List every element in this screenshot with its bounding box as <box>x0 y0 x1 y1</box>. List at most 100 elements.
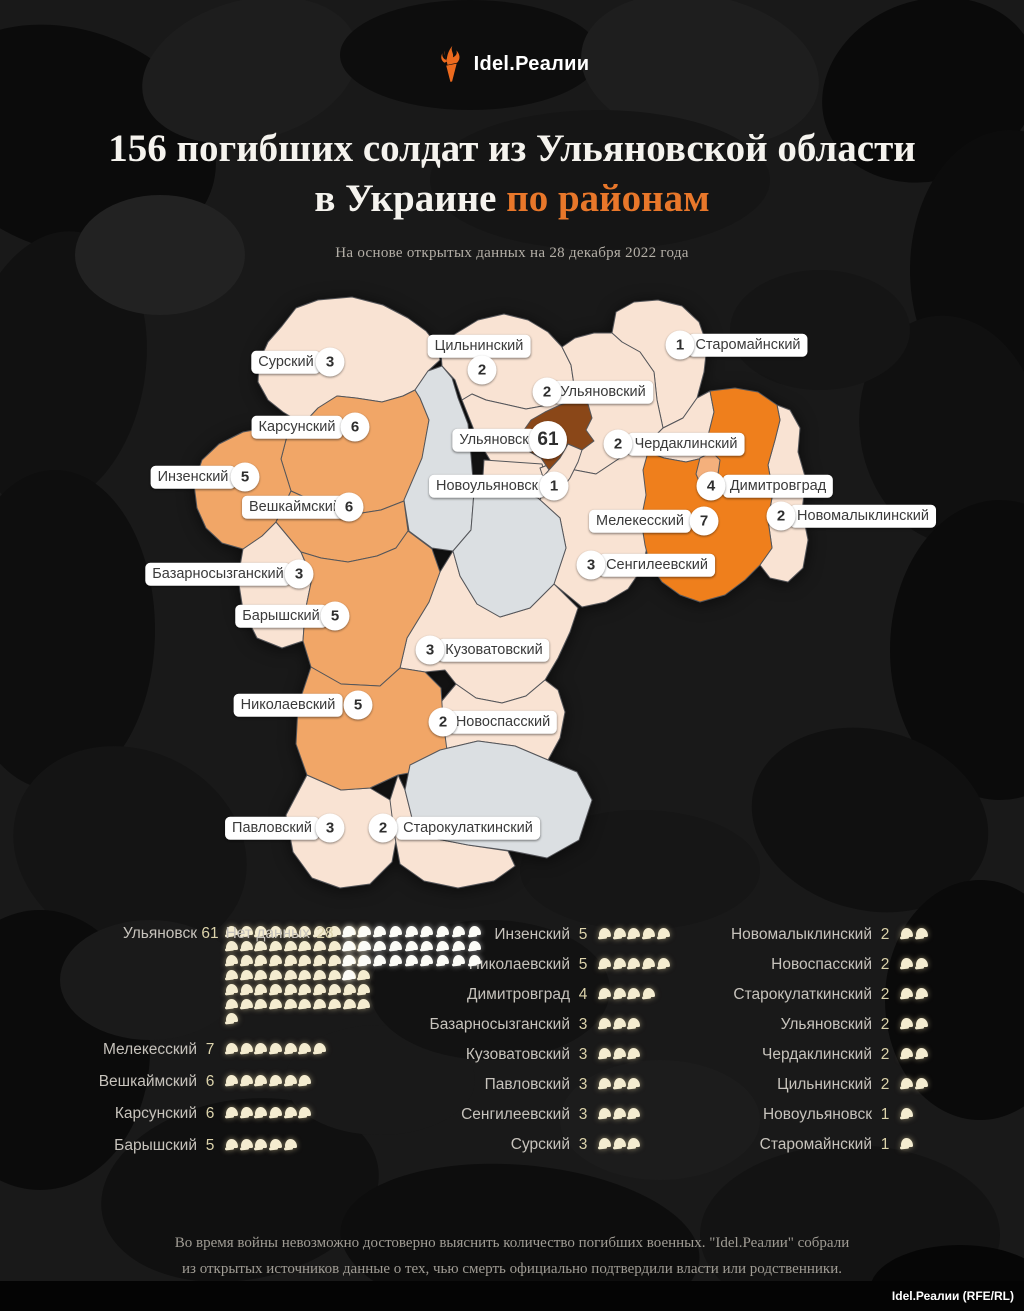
map-label-novospasskiy: Новоспасский <box>448 710 558 734</box>
map-label-ulyanovsk: Ульяновск <box>452 428 536 452</box>
helmet-icon <box>374 940 387 952</box>
helmet-icon <box>452 926 466 937</box>
helmet-icon <box>240 1042 254 1054</box>
stats-district-count: 28 <box>316 925 334 942</box>
stats-district-count: 1 <box>880 1106 890 1123</box>
stats-district-count: 2 <box>880 1046 890 1063</box>
stats-district-count: 5 <box>578 926 588 943</box>
helmet-icon <box>314 969 327 981</box>
helmet-icon <box>915 1047 929 1059</box>
helmet-icon <box>284 998 298 1010</box>
map-label-inzenskiy: Инзенский <box>150 465 236 489</box>
helmet-icon <box>468 926 482 937</box>
helmet-icon <box>915 957 929 969</box>
stats-district-count: 1 <box>880 1136 890 1153</box>
stats-row: Новоульяновск 1 <box>702 1104 916 1126</box>
helmet-icon <box>421 955 434 966</box>
helmet-icon <box>255 1106 268 1118</box>
stats-row: Новоспасский 2 <box>702 954 930 976</box>
helmet-pictograms <box>901 1077 930 1093</box>
helmet-icon <box>599 1047 612 1059</box>
helmet-icon <box>358 940 372 952</box>
stats-row: Инзенский 5 <box>400 924 672 946</box>
helmet-icon <box>284 1074 298 1086</box>
stats-district-count: 6 <box>205 1073 215 1090</box>
page-title: 156 погибших солдат из Ульяновской облас… <box>0 124 1024 224</box>
stats-district-count: 6 <box>205 1105 215 1122</box>
stats-district-count: 5 <box>205 1137 215 1154</box>
helmet-pictograms <box>599 1017 643 1033</box>
footnote-line2: из открытых источников данные о тех, чью… <box>182 1261 842 1277</box>
helmet-icon <box>270 969 283 981</box>
helmet-pictograms <box>226 1106 314 1122</box>
map-count-veshkaymskiy: 6 <box>334 492 364 522</box>
map-label-surskiy: Сурский <box>251 350 321 374</box>
stats-row: Цильнинский 2 <box>702 1074 930 1096</box>
helmet-icon <box>358 984 371 995</box>
stats-district-name: Димитровград <box>467 986 570 1003</box>
stats-district-name: Ульяновский <box>780 1016 872 1033</box>
map-label-kuzovatovskiy: Кузоватовский <box>438 638 550 662</box>
helmet-icon <box>226 1106 239 1118</box>
helmet-icon <box>299 1074 312 1086</box>
map-label-starokulatkinskiy: Старокулаткинский <box>396 816 540 840</box>
helmet-icon <box>599 1017 612 1029</box>
map-count-novoulyanovsk: 1 <box>539 471 569 501</box>
helmet-icon <box>255 926 268 937</box>
stats-district-count: 2 <box>880 956 890 973</box>
helmet-icon <box>284 926 298 937</box>
map-count-kuzovatovskiy: 3 <box>415 635 445 665</box>
helmet-icon <box>915 987 929 999</box>
helmet-icon <box>270 1074 283 1086</box>
stats-district-name: Ульяновск <box>122 925 197 942</box>
map-count-sengileevskiy: 3 <box>576 550 606 580</box>
helmet-icon <box>299 1106 312 1118</box>
stats-district-name: Кузоватовский <box>465 1046 570 1063</box>
helmet-icon <box>643 927 656 939</box>
stats-district-count: 3 <box>578 1106 588 1123</box>
stats-district-name: Барышский <box>114 1137 197 1154</box>
helmet-icon <box>628 1017 641 1029</box>
helmet-icon <box>657 957 671 969</box>
map-label-sengileevskiy: Сенгилеевский <box>599 553 715 577</box>
helmet-icon <box>328 940 342 952</box>
helmet-icon <box>240 984 254 995</box>
helmet-icon <box>314 955 327 966</box>
helmet-icon <box>358 969 371 981</box>
helmet-icon <box>374 926 387 937</box>
helmet-pictograms <box>901 1047 930 1063</box>
helmet-icon <box>643 987 656 999</box>
helmet-icon <box>270 1042 283 1054</box>
helmet-icon <box>613 1017 627 1029</box>
map-count-novospasskiy: 2 <box>428 707 458 737</box>
map-label-staromaynskiy: Старомайнский <box>688 333 808 357</box>
stats-district-name: Сурский <box>510 1136 570 1153</box>
helmet-icon <box>240 1138 254 1150</box>
helmet-icon <box>328 926 342 937</box>
stats-district-name: Инзенский <box>494 926 570 943</box>
helmet-icon <box>343 955 356 966</box>
map-label-novomalyklinskiy: Новомалыклинский <box>790 504 936 528</box>
helmet-icon <box>628 1107 641 1119</box>
helmet-icon <box>255 984 268 995</box>
stats-district-name: Нет данных <box>225 925 310 942</box>
stats-row: Сурский 3 <box>400 1134 643 1156</box>
helmet-icon <box>226 998 239 1010</box>
helmet-pictograms <box>226 1074 314 1090</box>
map-count-tsilninskiy: 2 <box>467 355 497 385</box>
torch-icon <box>440 45 460 82</box>
map-count-karsunskiy: 6 <box>340 412 370 442</box>
helmet-icon <box>358 955 372 966</box>
stats-row: Сенгилеевский 3 <box>400 1104 643 1126</box>
helmet-icon <box>270 940 283 952</box>
helmet-icon <box>358 926 372 937</box>
helmet-icon <box>628 1047 641 1059</box>
helmet-icon <box>343 926 356 937</box>
map-count-ulyanovskiy: 2 <box>532 377 562 407</box>
helmet-icon <box>901 1107 914 1119</box>
helmet-icon <box>270 1138 283 1150</box>
district-baryshskiy <box>300 530 441 687</box>
helmet-icon <box>270 926 283 937</box>
helmet-icon <box>284 969 298 981</box>
stats-row: Карсунский 6 <box>18 1103 314 1125</box>
